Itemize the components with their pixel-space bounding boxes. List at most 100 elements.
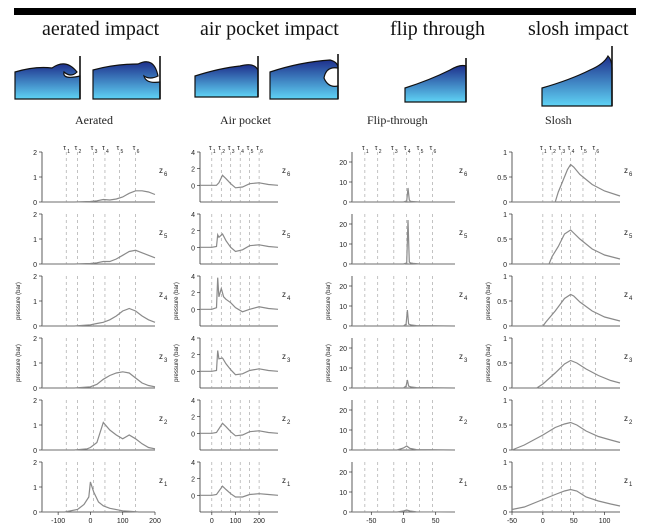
- y-axis-label: pressure (bar): [486, 282, 492, 320]
- y-tick-label: 0: [33, 386, 37, 393]
- x-tick-label: 0: [88, 518, 92, 525]
- tau-label: τ: [404, 145, 407, 152]
- series-line-z6: [200, 174, 279, 189]
- series-line-z5: [512, 229, 621, 265]
- series-label-sub: 1: [164, 482, 168, 488]
- panel-z2: 0 10 20 z 2: [339, 400, 468, 455]
- series-label-z6: z: [459, 166, 463, 175]
- series-label-z4: z: [624, 290, 628, 299]
- panel-z4: 0 0.5 1 z 4: [497, 274, 633, 331]
- tau-label-sub: 3: [95, 149, 98, 155]
- series-line-z1: [352, 509, 456, 513]
- x-tick-label: 100: [599, 518, 611, 525]
- tau-label-sub: 5: [251, 149, 254, 155]
- y-tick-label: 1: [503, 212, 507, 219]
- x-tick-label: 0: [210, 518, 214, 525]
- x-tick-label: -50: [507, 518, 517, 525]
- tau-label: τ: [75, 145, 78, 152]
- series-label-z6: z: [282, 166, 286, 175]
- subtitle-air-pocket: Air pocket: [220, 113, 271, 127]
- panel-z5: 0 10 20 z 5: [339, 214, 468, 269]
- tau-label-sub: 5: [421, 149, 424, 155]
- y-tick-label: 4: [191, 212, 195, 219]
- y-tick-label: 0: [191, 245, 195, 252]
- series-label-sub: 5: [164, 234, 168, 240]
- wave-aerated-2: [92, 56, 161, 100]
- wave-slosh: [541, 46, 613, 107]
- series-label-z5: z: [624, 228, 628, 237]
- y-tick-label: 4: [191, 150, 195, 157]
- series-label-z2: z: [459, 414, 463, 423]
- y-tick-label: 1: [33, 423, 37, 430]
- y-tick-label: 0: [343, 324, 347, 331]
- tau-label: τ: [549, 145, 552, 152]
- series-line-z4: [352, 309, 456, 327]
- y-tick-label: 10: [339, 304, 347, 311]
- x-tick-label: 200: [253, 518, 265, 525]
- wave-illustrations: [14, 46, 613, 107]
- panel-z5: 0 0.5 1 z 5: [497, 212, 633, 269]
- wave-air-pocket-2: [269, 54, 339, 100]
- series-label-z3: z: [624, 352, 628, 361]
- panel-z3: 0 1 2 z 3: [33, 336, 168, 393]
- y-tick-label: 4: [191, 336, 195, 343]
- panel-z4: 0 10 20 z 4: [339, 276, 468, 331]
- x-tick-label: 0: [402, 518, 406, 525]
- y-tick-label: 1: [503, 460, 507, 467]
- chart-3: 00.51z 6τ 1 τ 2 τ 3 τ 4 τ 5 τ 600.51z 500.51z 400.51z 3…: [486, 145, 633, 525]
- series-label-sub: 4: [164, 296, 168, 302]
- tau-label-sub: 4: [572, 149, 575, 155]
- x-tick-label: 100: [230, 518, 242, 525]
- y-tick-label: 0: [503, 324, 507, 331]
- y-tick-label: 2: [33, 460, 37, 467]
- y-tick-label: 0: [33, 324, 37, 331]
- x-tick-label: 200: [149, 518, 161, 525]
- y-tick-label: 0: [33, 510, 37, 517]
- y-tick-label: 10: [339, 490, 347, 497]
- y-tick-label: 0: [343, 200, 347, 207]
- tau-label-sub: 6: [260, 149, 263, 155]
- series-label-sub: 1: [629, 482, 633, 488]
- series-label-z3: z: [459, 352, 463, 361]
- series-label-z5: z: [282, 228, 286, 237]
- wave-aerated-1: [14, 56, 81, 100]
- tau-label: τ: [391, 145, 394, 152]
- subtitle-slosh: Slosh: [545, 113, 572, 127]
- series-label-z1: z: [459, 476, 463, 485]
- series-label-sub: 4: [464, 296, 468, 302]
- series-line-z2: [511, 421, 621, 451]
- tau-label-sub: 4: [408, 149, 411, 155]
- y-tick-label: 0: [33, 262, 37, 269]
- headline-air-pocket: air pocket impact: [200, 18, 339, 40]
- series-label-z1: z: [159, 476, 163, 485]
- panel-z3: 0 0.5 1 z 3: [497, 336, 633, 393]
- series-line-z2: [42, 421, 156, 451]
- series-label-sub: 5: [287, 234, 291, 240]
- series-line-z2: [352, 445, 456, 451]
- y-tick-label: 20: [339, 470, 347, 477]
- series-label-sub: 6: [629, 172, 633, 178]
- tau-label-sub: 2: [553, 149, 556, 155]
- y-tick-label: 4: [191, 398, 195, 405]
- tau-label: τ: [237, 145, 240, 152]
- y-tick-label: 1: [33, 175, 37, 182]
- tau-label-sub: 3: [395, 149, 398, 155]
- series-label-sub: 5: [464, 234, 468, 240]
- series-line-z5: [352, 219, 455, 265]
- y-tick-label: 0: [503, 510, 507, 517]
- tau-label-sub: 1: [67, 149, 70, 155]
- series-label-z2: z: [624, 414, 628, 423]
- y-tick-label: 2: [33, 336, 37, 343]
- y-axis-label: pressure (bar): [174, 282, 180, 320]
- tau-label: τ: [429, 145, 432, 152]
- y-tick-label: 0: [191, 183, 195, 190]
- series-label-sub: 6: [164, 172, 168, 178]
- x-tick-label: 100: [117, 518, 129, 525]
- series-line-z5: [200, 232, 279, 253]
- y-tick-label: 0: [503, 200, 507, 207]
